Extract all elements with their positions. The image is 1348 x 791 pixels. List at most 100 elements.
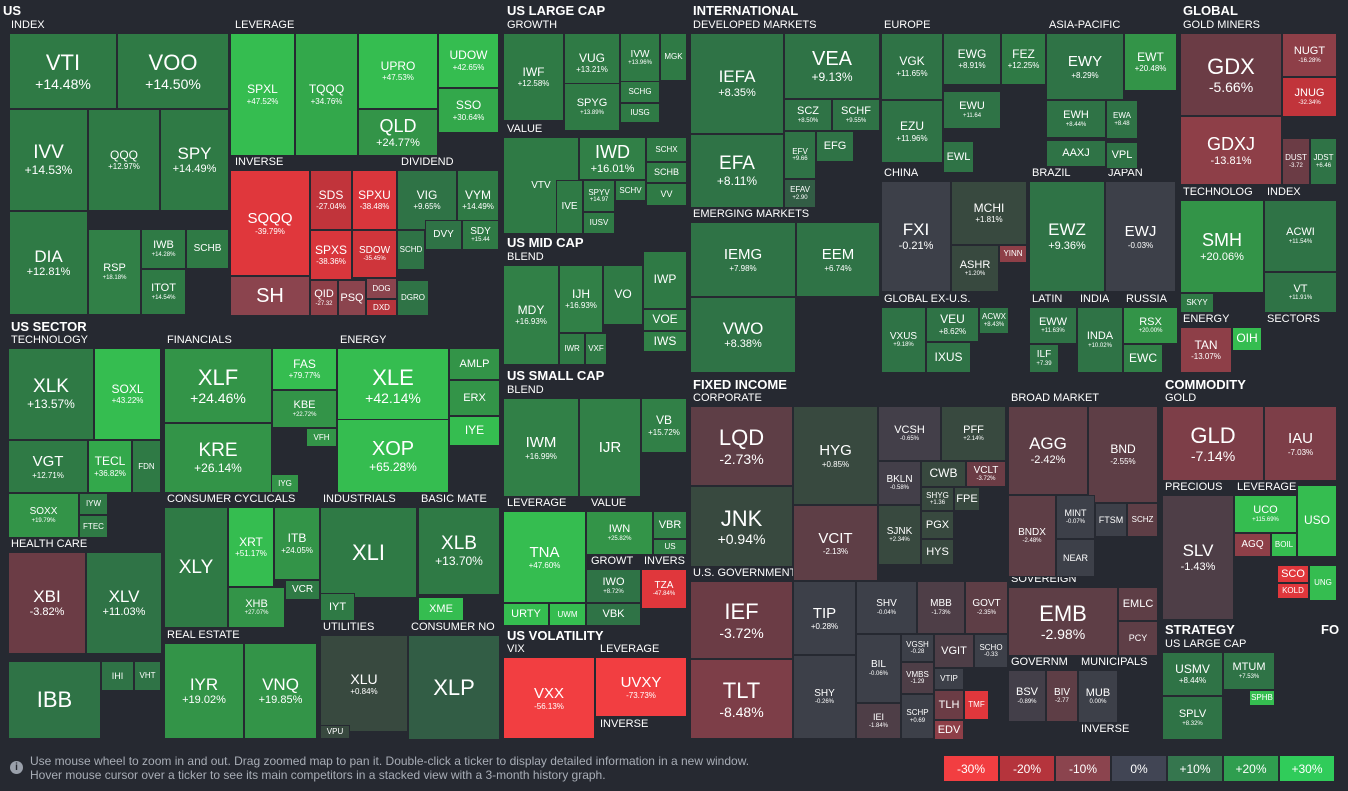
ticker-tile-ijr[interactable]: IJR (579, 398, 641, 497)
ticker-tile-aaxj[interactable]: AAXJ (1046, 140, 1106, 167)
ticker-tile-vgk[interactable]: VGK +11.65% (881, 33, 943, 100)
ticker-tile-sjnk[interactable]: SJNK +2.34% (878, 505, 921, 565)
ticker-tile-itot[interactable]: ITOT +14.54% (141, 269, 186, 315)
ticker-tile-ihi[interactable]: IHI (101, 661, 134, 691)
ticker-tile-pgx[interactable]: PGX (921, 511, 954, 539)
ticker-tile-xlb[interactable]: XLB +13.70% (418, 507, 500, 595)
ticker-tile-emb[interactable]: EMB -2.98% (1008, 587, 1118, 656)
ticker-tile-spxu[interactable]: SPXU -38.48% (352, 170, 397, 230)
ticker-tile-agg[interactable]: AGG -2.42% (1008, 406, 1088, 495)
ticker-tile-gdxj[interactable]: GDXJ -13.81% (1180, 116, 1282, 185)
ticker-tile-fpe[interactable]: FPE (954, 487, 980, 511)
ticker-tile-tmf[interactable]: TMF (964, 690, 989, 720)
ticker-tile-hyg[interactable]: HYG +0.85% (793, 406, 878, 505)
ticker-tile-shyg[interactable]: SHYG +1.36 (921, 487, 954, 511)
ticker-tile-xbi[interactable]: XBI -3.82% (8, 552, 86, 654)
ticker-tile-tlt[interactable]: TLT -8.48% (690, 659, 793, 739)
ticker-tile-ewu[interactable]: EWU +11.64 (943, 91, 1001, 129)
ticker-tile-iwd[interactable]: IWD +16.01% (579, 137, 646, 180)
ticker-tile-ilf[interactable]: ILF +7.39 (1029, 344, 1059, 373)
ticker-tile-agq[interactable]: AGQ (1234, 533, 1271, 557)
ticker-tile-rsp[interactable]: RSP +18.18% (88, 229, 141, 315)
ticker-tile-tan[interactable]: TAN -13.07% (1180, 327, 1232, 373)
ticker-tile-near[interactable]: NEAR (1056, 539, 1095, 577)
ticker-tile-schd[interactable]: SCHD (397, 230, 425, 270)
ticker-tile-usmv[interactable]: USMV +8.44% (1162, 652, 1223, 696)
ticker-tile-sso[interactable]: SSO +30.64% (438, 88, 499, 133)
ticker-tile-ijh[interactable]: IJH +16.93% (559, 265, 603, 333)
ticker-tile-lqd[interactable]: LQD -2.73% (690, 406, 793, 486)
ticker-tile-ewa[interactable]: EWA +8.48 (1106, 100, 1138, 139)
ticker-tile-iwn[interactable]: IWN +25.82% (586, 511, 653, 555)
ticker-tile-upro[interactable]: UPRO +47.53% (358, 33, 438, 109)
ticker-tile-vcsh[interactable]: VCSH -0.65% (878, 406, 941, 461)
ticker-tile-efg[interactable]: EFG (816, 131, 854, 162)
ticker-tile-qld[interactable]: QLD +24.77% (358, 109, 438, 156)
ticker-tile-vpl[interactable]: VPL (1106, 142, 1138, 169)
ticker-tile-fxi[interactable]: FXI -0.21% (881, 181, 951, 292)
ticker-tile-iusv[interactable]: IUSV (583, 212, 615, 234)
ticker-tile-urty[interactable]: URTY (503, 603, 549, 626)
ticker-tile-xop[interactable]: XOP +65.28% (337, 419, 449, 493)
ticker-tile-xlf[interactable]: XLF +24.46% (164, 348, 272, 423)
ticker-tile-vbk[interactable]: VBK (586, 603, 641, 626)
ticker-tile-qid[interactable]: QID -27.32 (310, 280, 338, 316)
ticker-tile-iwo[interactable]: IWO +8.72% (586, 569, 641, 603)
ticker-tile-tip[interactable]: TIP +0.28% (793, 581, 856, 655)
ticker-tile-xli[interactable]: XLI (320, 507, 417, 598)
ticker-tile-sds[interactable]: SDS -27.04% (310, 170, 352, 230)
ticker-tile-psq[interactable]: PSQ (338, 280, 366, 316)
ticker-tile-acwx[interactable]: ACWX +8.43% (979, 307, 1009, 334)
ticker-tile-vfh[interactable]: VFH (306, 428, 337, 447)
ticker-tile-hys[interactable]: HYS (921, 539, 954, 565)
ticker-tile-ivv[interactable]: IVV +14.53% (9, 109, 88, 211)
ticker-tile-vxus[interactable]: VXUS +9.18% (881, 307, 926, 373)
ticker-tile-scho[interactable]: SCHO -0.33 (974, 634, 1008, 668)
ticker-tile-udow[interactable]: UDOW +42.65% (438, 33, 499, 88)
ticker-tile-bnd[interactable]: BND -2.55% (1088, 406, 1158, 503)
ticker-tile-govt[interactable]: GOVT -2.35% (965, 581, 1008, 634)
ticker-tile-mint[interactable]: MINT -0.07% (1056, 495, 1095, 539)
ticker-tile-schg[interactable]: SCHG (620, 81, 660, 103)
ticker-tile-spyg[interactable]: SPYG +13.89% (564, 83, 620, 131)
ticker-tile-efav[interactable]: EFAV +2.90 (784, 179, 816, 208)
ticker-tile-tecl[interactable]: TECL +36.82% (88, 440, 132, 493)
ticker-tile-spy[interactable]: SPY +14.49% (160, 109, 229, 211)
ticker-tile-tlh[interactable]: TLH (934, 690, 964, 720)
ticker-tile-dog[interactable]: DOG (366, 278, 397, 299)
ticker-tile-soxx[interactable]: SOXX +19.79% (8, 493, 79, 538)
ticker-tile-ezu[interactable]: EZU +11.96% (881, 100, 943, 163)
ticker-tile-gdx[interactable]: GDX -5.66% (1180, 33, 1282, 116)
ticker-tile-tna[interactable]: TNA +47.60% (503, 511, 586, 603)
ticker-tile-sdy[interactable]: SDY +15.44 (462, 220, 499, 250)
ticker-tile-ung[interactable]: UNG (1309, 565, 1337, 601)
ticker-tile-kre[interactable]: KRE +26.14% (164, 423, 272, 493)
ticker-tile-boil[interactable]: BOIL (1271, 533, 1297, 557)
ticker-tile-mgk[interactable]: MGK (660, 33, 687, 81)
ticker-tile-cwb[interactable]: CWB (921, 461, 966, 487)
ticker-tile-emlc[interactable]: EMLC (1118, 587, 1158, 621)
ticker-tile-scz[interactable]: SCZ +8.50% (784, 99, 832, 131)
ticker-tile-uwm[interactable]: UWM (549, 603, 586, 626)
ticker-tile-iau[interactable]: IAU -7.03% (1264, 406, 1337, 481)
ticker-tile-iwm[interactable]: IWM +16.99% (503, 398, 579, 497)
ticker-tile-xrt[interactable]: XRT +51.17% (228, 507, 274, 587)
ticker-tile-soxl[interactable]: SOXL +43.22% (94, 348, 161, 440)
ticker-tile-vbr[interactable]: VBR (653, 511, 687, 539)
ticker-tile-ive[interactable]: IVE (556, 180, 583, 234)
ticker-tile-mdy[interactable]: MDY +16.93% (503, 265, 559, 365)
ticker-tile-schb[interactable]: SCHB (646, 162, 687, 183)
ticker-tile-vcr[interactable]: VCR (285, 580, 320, 600)
ticker-tile-vv[interactable]: VV (646, 183, 687, 206)
ticker-tile-veu[interactable]: VEU +8.62% (926, 307, 979, 342)
ticker-tile-xlu[interactable]: XLU +0.84% (320, 635, 408, 732)
ticker-tile-ibb[interactable]: IBB (8, 661, 101, 739)
ticker-tile-ftec[interactable]: FTEC (79, 515, 108, 538)
ticker-tile-schx[interactable]: SCHX (646, 137, 687, 162)
ticker-tile-schf[interactable]: SCHF +9.55% (832, 99, 880, 131)
ticker-tile-dust[interactable]: DUST -3.72 (1282, 138, 1310, 185)
ticker-tile-xme[interactable]: XME (418, 597, 464, 621)
ticker-tile-edv[interactable]: EDV (934, 720, 964, 740)
ticker-tile-nugt[interactable]: NUGT -16.28% (1282, 33, 1337, 77)
ticker-tile-mchi[interactable]: MCHI +1.81% (951, 181, 1027, 245)
